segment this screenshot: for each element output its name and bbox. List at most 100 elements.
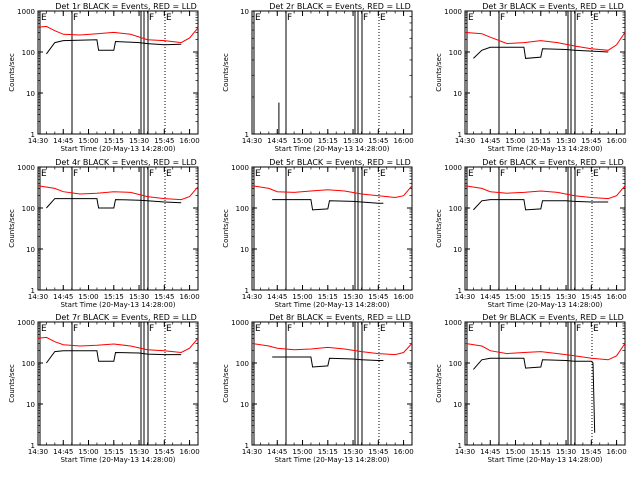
event-flag-label: F xyxy=(363,169,368,179)
x-tick-label: 15:45 xyxy=(581,448,601,456)
plot-frame xyxy=(37,166,199,291)
y-tick-label: 10 xyxy=(26,401,35,409)
x-axis-label: Start Time (20-May-13 14:28:00) xyxy=(60,145,175,153)
x-tick-label: 14:30 xyxy=(28,448,48,456)
x-tick-label: 14:45 xyxy=(480,448,500,456)
x-tick-label: 16:00 xyxy=(179,293,199,301)
y-tick-label: 100 xyxy=(236,205,249,213)
x-tick-label: 15:45 xyxy=(154,293,174,301)
x-tick-label: 14:30 xyxy=(28,137,48,145)
y-tick-label: 100 xyxy=(449,205,462,213)
x-tick-label: 15:15 xyxy=(104,137,124,145)
x-tick-label: 15:30 xyxy=(343,137,363,145)
y-tick-label: 1000 xyxy=(17,164,35,172)
y-tick-label: 1 xyxy=(31,131,35,139)
y-tick-label: 100 xyxy=(22,49,35,57)
plot-frame xyxy=(251,321,413,446)
y-axis-label: Counts/sec xyxy=(435,364,443,403)
plot-frame xyxy=(251,166,413,291)
lld-series-line xyxy=(251,185,413,199)
y-tick-label: 100 xyxy=(236,360,249,368)
x-tick-label: 14:30 xyxy=(242,293,262,301)
event-flag-label: E xyxy=(41,13,47,23)
x-tick-label: 15:45 xyxy=(581,293,601,301)
x-tick-label: 14:45 xyxy=(480,293,500,301)
panel-title: Det 9r BLACK = Events, RED = LLD xyxy=(482,313,624,322)
x-tick-label: 14:45 xyxy=(53,448,73,456)
y-tick-label: 1000 xyxy=(17,319,35,327)
x-tick-label: 15:45 xyxy=(368,448,388,456)
event-flag-label: F xyxy=(500,13,505,23)
event-flag-label: E xyxy=(380,13,386,23)
lld-series-line xyxy=(251,342,413,356)
y-tick-label: 1 xyxy=(458,442,462,450)
x-tick-label: 14:45 xyxy=(480,137,500,145)
x-axis-label: Start Time (20-May-13 14:28:00) xyxy=(274,301,389,309)
panel-det-4: Det 4r BLACK = Events, RED = LLD 1 10 100 10… xyxy=(8,158,200,309)
event-flag-label: E xyxy=(593,324,599,334)
lld-series-line xyxy=(37,336,199,354)
x-tick-label: 16:00 xyxy=(393,448,413,456)
x-tick-label: 14:30 xyxy=(455,137,475,145)
lld-series-line xyxy=(37,25,199,44)
event-flag-label: F xyxy=(576,13,581,23)
event-flag-label: F xyxy=(73,324,78,334)
y-tick-label: 1000 xyxy=(444,8,462,16)
event-flag-label: E xyxy=(166,13,172,23)
x-tick-label: 15:15 xyxy=(104,448,124,456)
event-flag-label: E xyxy=(166,324,172,334)
y-tick-label: 10 xyxy=(240,8,249,16)
event-flag-label: F xyxy=(363,13,368,23)
y-axis-label: Counts/sec xyxy=(8,53,16,92)
event-flag-label: E xyxy=(41,324,47,334)
y-tick-label: 1000 xyxy=(17,8,35,16)
y-tick-label: 1000 xyxy=(444,319,462,327)
x-tick-label: 16:00 xyxy=(606,448,626,456)
panel-title: Det 4r BLACK = Events, RED = LLD xyxy=(55,158,197,167)
event-flag-label: E xyxy=(255,13,261,23)
y-axis-label: Counts/sec xyxy=(8,209,16,248)
y-tick-label: 1 xyxy=(245,131,249,139)
x-tick-label: 15:30 xyxy=(129,448,149,456)
y-tick-label: 10 xyxy=(453,401,462,409)
x-tick-label: 15:30 xyxy=(343,293,363,301)
panel-title: Det 7r BLACK = Events, RED = LLD xyxy=(55,313,197,322)
panel-title: Det 3r BLACK = Events, RED = LLD xyxy=(482,2,624,11)
x-tick-label: 15:15 xyxy=(318,293,338,301)
x-axis-label: Start Time (20-May-13 14:28:00) xyxy=(274,145,389,153)
events-series-line xyxy=(272,356,384,368)
x-tick-label: 15:45 xyxy=(368,293,388,301)
y-tick-label: 10 xyxy=(26,90,35,98)
event-flag-label: E xyxy=(255,169,261,179)
x-tick-label: 16:00 xyxy=(393,293,413,301)
x-tick-label: 15:15 xyxy=(531,293,551,301)
event-flag-label: E xyxy=(468,169,474,179)
x-tick-label: 14:45 xyxy=(53,137,73,145)
x-tick-label: 15:00 xyxy=(505,137,525,145)
lld-series-line xyxy=(464,185,626,200)
event-flag-label: F xyxy=(576,324,581,334)
events-series-line xyxy=(45,350,182,364)
x-tick-label: 15:30 xyxy=(129,293,149,301)
panel-det-2: Det 2r BLACK = Events, RED = LLD 1 10 14:30… xyxy=(222,2,414,153)
panel-title: Det 5r BLACK = Events, RED = LLD xyxy=(269,158,411,167)
y-tick-label: 10 xyxy=(453,90,462,98)
x-tick-label: 15:45 xyxy=(154,448,174,456)
plot-frame xyxy=(251,10,413,135)
plot-frame xyxy=(464,10,626,135)
x-tick-label: 14:30 xyxy=(28,293,48,301)
event-flag-label: F xyxy=(73,13,78,23)
event-flag-label: F xyxy=(149,13,154,23)
y-axis-label: Counts/sec xyxy=(222,53,230,92)
y-axis-label: Counts/sec xyxy=(435,209,443,248)
x-tick-label: 15:45 xyxy=(154,137,174,145)
x-tick-label: 16:00 xyxy=(179,448,199,456)
panel-det-7: Det 7r BLACK = Events, RED = LLD 1 10 100 10… xyxy=(8,313,200,464)
events-series-line xyxy=(473,357,596,433)
events-series-line xyxy=(45,39,182,55)
event-flag-label: F xyxy=(287,324,292,334)
x-tick-label: 14:45 xyxy=(53,293,73,301)
y-tick-label: 1000 xyxy=(444,164,462,172)
event-flag-label: E xyxy=(468,13,474,23)
